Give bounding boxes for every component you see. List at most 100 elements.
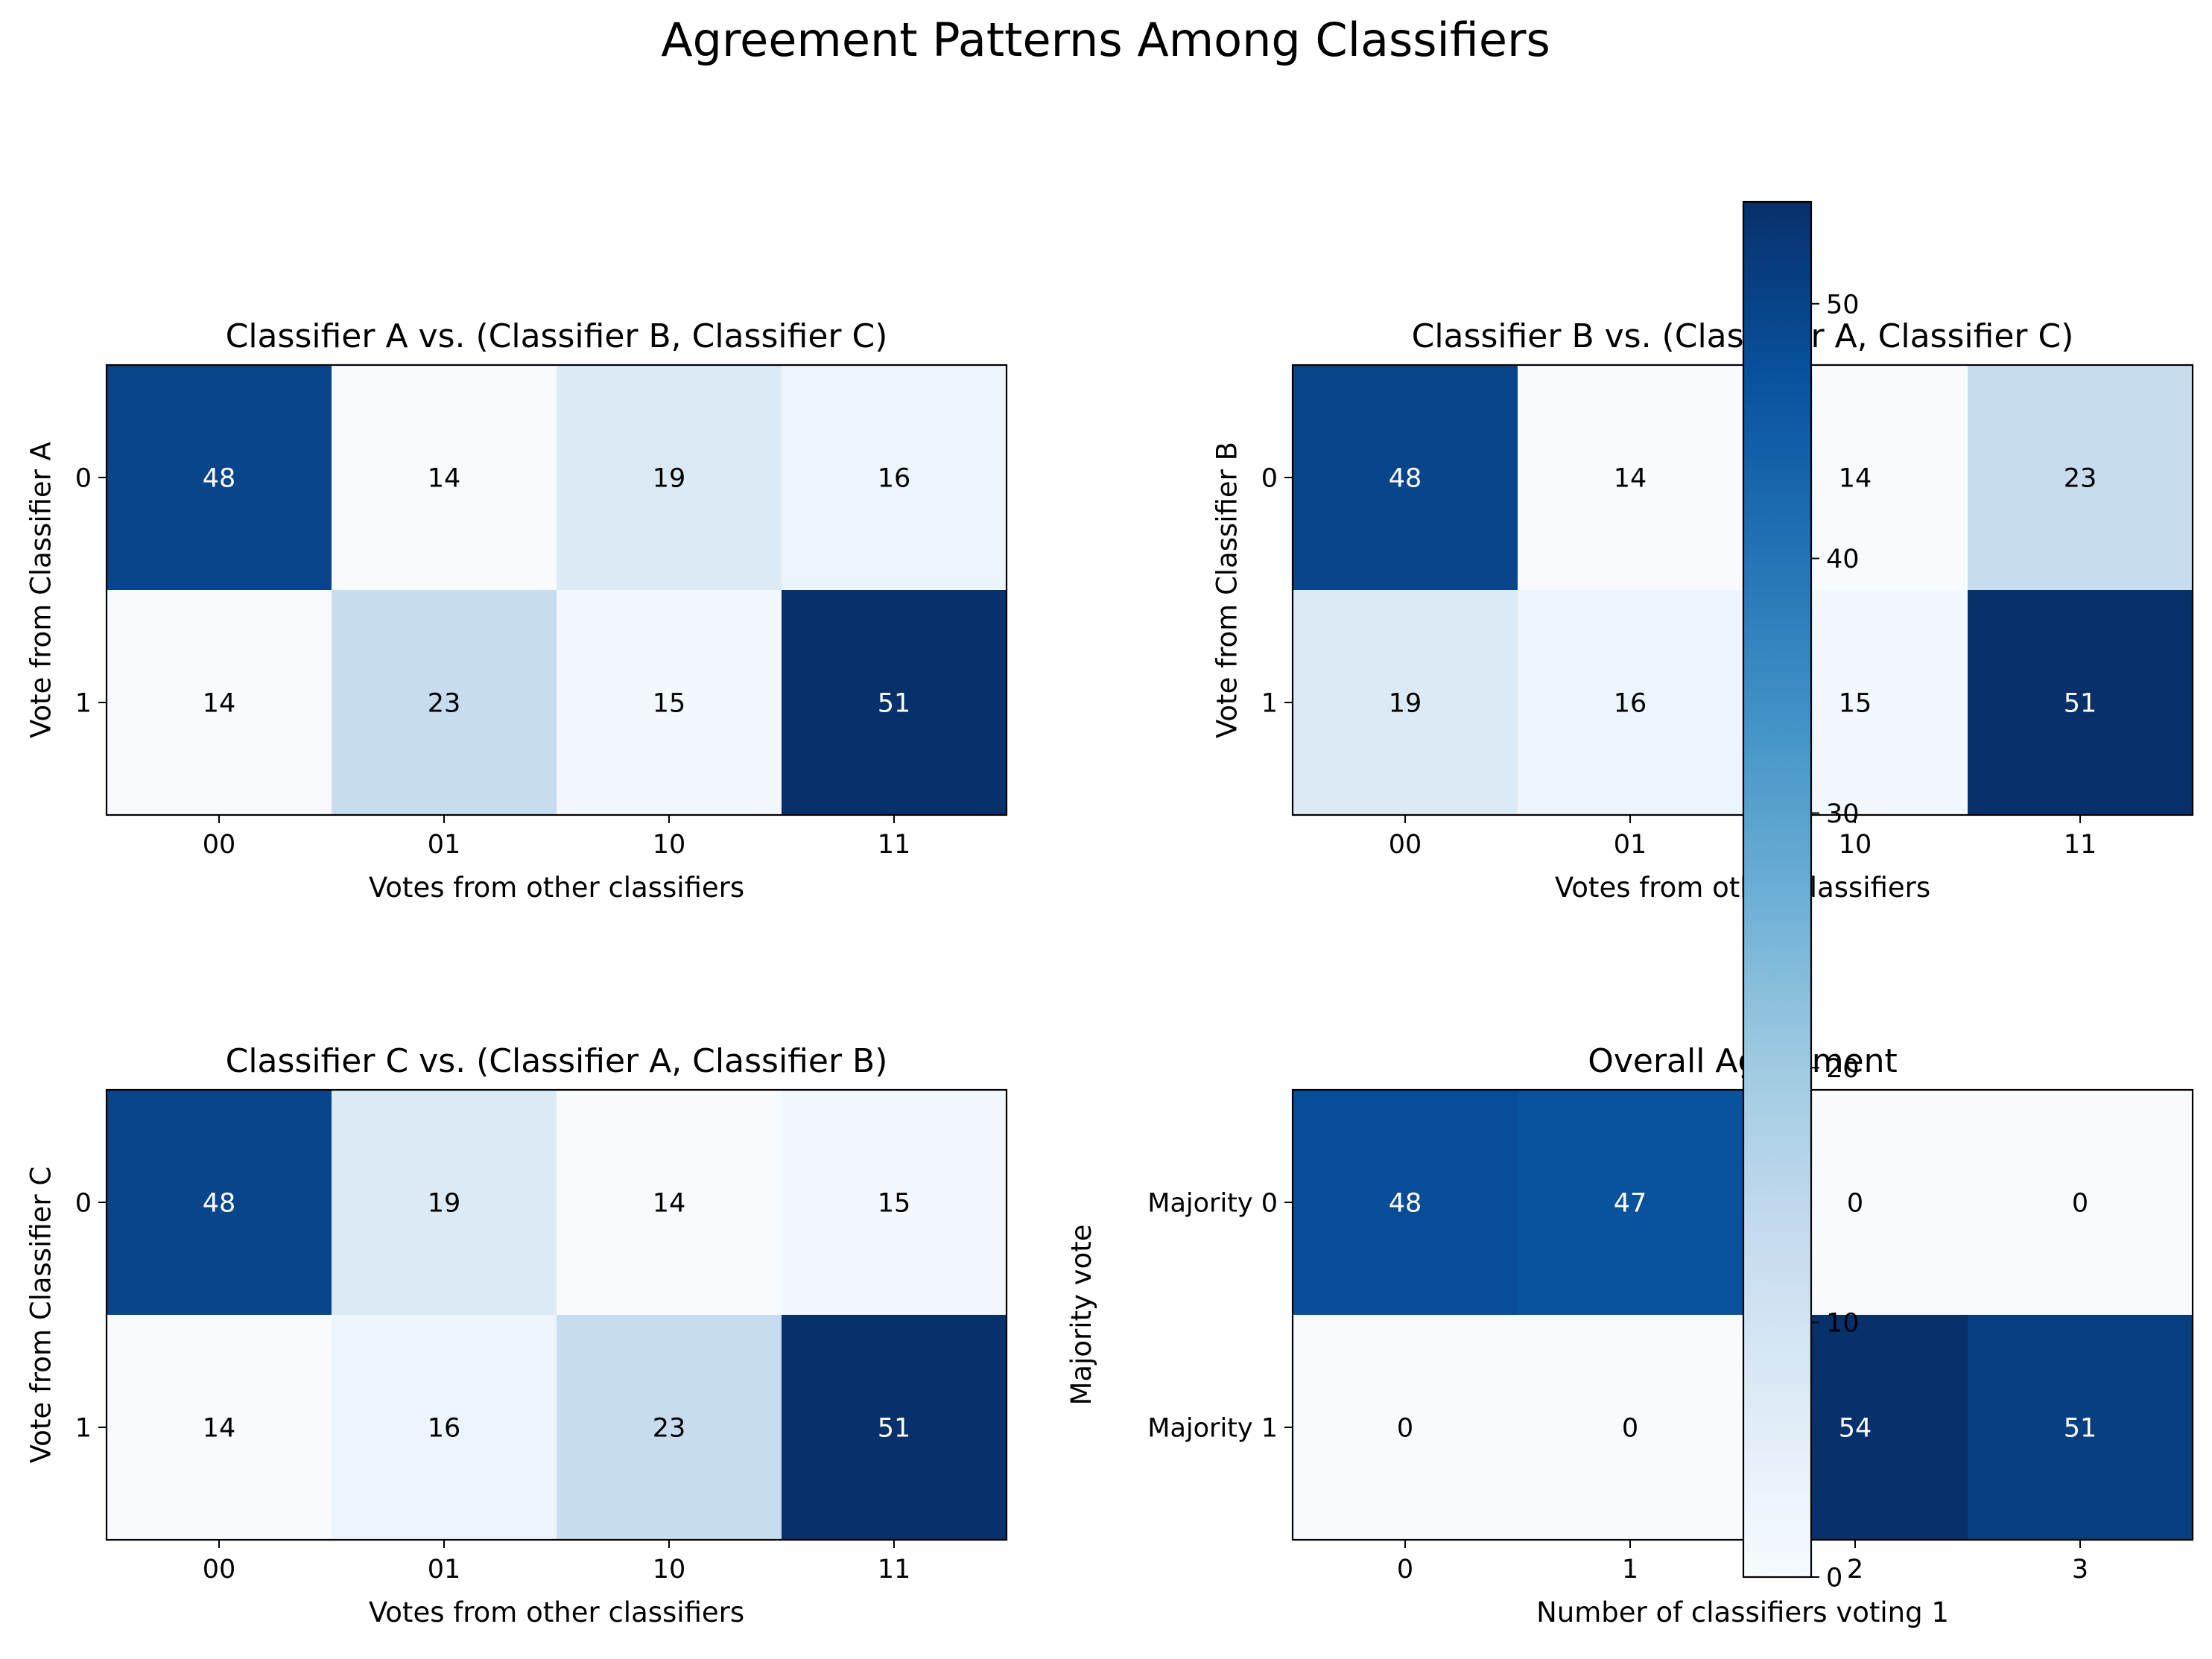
colorbar-tick-label: 30 [1826, 799, 1860, 829]
panel-title: Classifier C vs. (Classifier A, Classifi… [226, 1042, 888, 1080]
heatmap-cell [1518, 1090, 1743, 1316]
x-tick-label: 00 [1389, 830, 1422, 860]
x-tick-label: 0 [1397, 1555, 1413, 1585]
cell-value-label: 23 [653, 1414, 686, 1444]
cell-value-label: 0 [1622, 1414, 1638, 1444]
cell-value-label: 48 [1389, 464, 1422, 494]
x-tick-label: 11 [2064, 830, 2097, 860]
cell-value-label: 48 [203, 1189, 236, 1219]
y-axis-label: Vote from Classifier C [25, 1167, 57, 1463]
cell-value-label: 14 [1614, 464, 1647, 494]
cell-value-label: 19 [1389, 689, 1422, 719]
cell-value-label: 48 [1389, 1189, 1422, 1219]
x-tick-label: 1 [1622, 1555, 1638, 1585]
heatmap-cell [1968, 365, 2193, 591]
x-tick-label: 10 [653, 1555, 686, 1585]
heatmap-cell [107, 590, 332, 816]
cell-value-label: 23 [428, 689, 461, 719]
y-tick-label: 1 [75, 1414, 92, 1444]
heatmap-cell [1968, 1315, 2193, 1541]
heatmap-cell [332, 590, 557, 816]
cell-value-label: 54 [1839, 1414, 1872, 1444]
x-tick-label: 01 [428, 830, 461, 860]
colorbar-tick-label: 20 [1826, 1054, 1860, 1084]
heatmap-cell [1968, 590, 2193, 816]
cell-value-label: 51 [878, 1414, 911, 1444]
heatmap-cell [107, 365, 332, 591]
colorbar-frame [1742, 200, 1813, 1579]
heatmap-cell [1293, 365, 1518, 591]
cell-value-label: 0 [1397, 1414, 1413, 1444]
heatmap-cell [782, 590, 1007, 816]
heatmap-cell [107, 1090, 332, 1316]
cell-value-label: 14 [428, 464, 461, 494]
cell-value-label: 19 [428, 1189, 461, 1219]
cell-value-label: 15 [653, 689, 686, 719]
x-tick-label: 2 [1847, 1555, 1863, 1585]
colorbar-tick-label: 10 [1826, 1309, 1860, 1339]
cell-value-label: 14 [1839, 464, 1872, 494]
heatmap-cell [107, 1315, 332, 1541]
y-tick-label: Majority 0 [1147, 1189, 1278, 1219]
y-tick-label: 1 [1261, 689, 1278, 719]
figure-title: Agreement Patterns Among Classifiers [661, 13, 1550, 67]
x-tick-label: 10 [653, 830, 686, 860]
heatmap-cell [782, 365, 1007, 591]
cell-value-label: 15 [878, 1189, 911, 1219]
cell-value-label: 14 [653, 1189, 686, 1219]
colorbar-gradient [1743, 202, 1811, 1577]
y-tick-label: 0 [75, 1189, 92, 1219]
x-axis-label: Number of classifiers voting 1 [1536, 1596, 1949, 1628]
heatmap-cell [1293, 1315, 1518, 1541]
heatmap-cell [782, 1090, 1007, 1316]
cell-value-label: 51 [2064, 1414, 2097, 1444]
heatmap-cell [557, 1090, 782, 1316]
colorbar-tick-label: 50 [1826, 290, 1860, 320]
panel-title: Classifier A vs. (Classifier B, Classifi… [226, 317, 888, 355]
cell-value-label: 48 [203, 464, 236, 494]
cell-value-label: 14 [203, 689, 236, 719]
colorbar-tick-label: 40 [1826, 545, 1860, 574]
cell-value-label: 51 [878, 689, 911, 719]
heatmap-cell [1518, 365, 1743, 591]
heatmap-cell [1518, 1315, 1743, 1541]
y-tick-label: Majority 1 [1147, 1414, 1278, 1444]
heatmap-cell [557, 1315, 782, 1541]
heatmap-cell [1518, 590, 1743, 816]
heatmap-cell [557, 590, 782, 816]
x-tick-label: 00 [203, 1555, 236, 1585]
y-tick-label: 0 [1261, 464, 1278, 494]
heatmap-cell [332, 365, 557, 591]
x-tick-label: 01 [1614, 830, 1647, 860]
cell-value-label: 0 [2072, 1189, 2088, 1219]
x-tick-label: 10 [1839, 830, 1872, 860]
heatmap-cell [1293, 590, 1518, 816]
colorbar-tick-label: 0 [1826, 1564, 1842, 1593]
cell-value-label: 47 [1614, 1189, 1647, 1219]
cell-value-label: 14 [203, 1414, 236, 1444]
x-axis-label: Votes from other classifiers [369, 872, 744, 904]
cell-value-label: 19 [653, 464, 686, 494]
cell-value-label: 23 [2064, 464, 2097, 494]
y-axis-label: Vote from Classifier B [1211, 442, 1243, 738]
y-tick-label: 1 [75, 689, 92, 719]
cell-value-label: 0 [1847, 1189, 1863, 1219]
x-tick-label: 01 [428, 1555, 461, 1585]
axes-frame [105, 1088, 1008, 1541]
heatmap-cell [332, 1315, 557, 1541]
y-tick-label: 0 [75, 464, 92, 494]
x-tick-label: 11 [878, 1555, 911, 1585]
y-axis-label: Majority vote [1065, 1225, 1097, 1406]
heatmap-cell [1293, 1090, 1518, 1316]
cell-value-label: 16 [1614, 689, 1647, 719]
cell-value-label: 16 [878, 464, 911, 494]
x-tick-label: 00 [203, 830, 236, 860]
cell-value-label: 15 [1839, 689, 1872, 719]
x-tick-label: 11 [878, 830, 911, 860]
cell-value-label: 51 [2064, 689, 2097, 719]
x-axis-label: Votes from other classifiers [369, 1596, 744, 1628]
